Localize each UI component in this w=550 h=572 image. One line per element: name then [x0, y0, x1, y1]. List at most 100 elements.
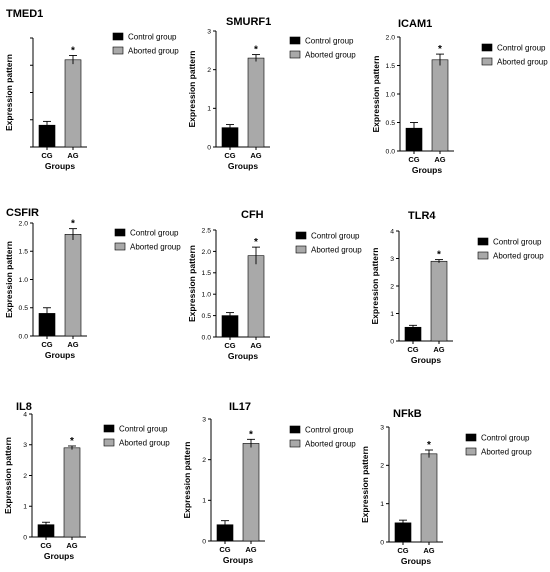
y-tick-label: 1.5 — [19, 249, 29, 256]
legend-swatch — [103, 438, 115, 447]
y-tick-label: 0 — [202, 538, 206, 545]
y-tick-label: 2.0 — [202, 249, 212, 256]
y-tick-label: 1.0 — [19, 277, 29, 284]
y-tick-label: 2.5 — [202, 227, 212, 234]
legend-swatch — [465, 433, 477, 442]
legend-swatch — [112, 32, 124, 41]
legend-label: Control group — [128, 33, 177, 42]
chart-panel: ICAM1 0.0 0.5 1.0 1.5 2.0 Expression pattern CG… — [371, 18, 548, 175]
y-tick-label: 1 — [390, 311, 394, 318]
category-label: CG — [397, 546, 408, 555]
legend-label: Control group — [305, 37, 354, 46]
bar — [64, 59, 82, 148]
y-tick-label: 2 — [202, 457, 206, 464]
chart-title: IL8 — [16, 401, 32, 413]
significance-marker: * — [427, 440, 431, 451]
category-label: CG — [407, 345, 418, 354]
category-label: AG — [245, 545, 256, 554]
significance-marker: * — [438, 44, 442, 55]
legend-swatch — [481, 57, 493, 66]
legend-swatch — [481, 43, 493, 52]
y-tick-label: 0 — [23, 534, 27, 541]
legend-swatch — [289, 439, 301, 448]
bar — [63, 447, 81, 538]
chart-title: CSFIR — [6, 207, 39, 219]
legend-swatch — [112, 46, 124, 55]
y-tick-label: 1 — [380, 501, 384, 508]
legend-label: Aborted group — [497, 58, 548, 67]
category-label: AG — [66, 541, 77, 550]
legend-swatch — [465, 447, 477, 456]
significance-marker: * — [254, 45, 258, 56]
x-axis-label: Groups — [228, 161, 258, 171]
y-tick-label: 2.0 — [19, 220, 29, 227]
chart-title: TLR4 — [408, 210, 436, 222]
y-tick-label: 2 — [207, 67, 211, 74]
legend-swatch — [295, 231, 307, 240]
significance-marker: * — [437, 250, 441, 261]
y-axis-label: Expression pattern — [4, 241, 14, 318]
category-label: AG — [423, 546, 434, 555]
y-tick-label: 0.0 — [386, 148, 396, 155]
category-label: AG — [250, 341, 261, 350]
bar — [431, 59, 449, 152]
legend-label: Aborted group — [130, 243, 181, 252]
y-tick-label: 2 — [23, 473, 27, 480]
x-axis-label: Groups — [412, 165, 442, 175]
x-axis-label: Groups — [411, 355, 441, 365]
legend-label: Control group — [481, 434, 530, 443]
y-tick-label: 3 — [23, 442, 27, 449]
y-tick-label: 1 — [23, 504, 27, 511]
chart-title: IL17 — [229, 401, 251, 413]
y-tick-label: 4 — [23, 411, 27, 418]
x-axis-label: Groups — [223, 555, 253, 565]
legend-label: Aborted group — [128, 47, 179, 56]
x-axis-label: Groups — [45, 161, 75, 171]
significance-marker: * — [71, 45, 75, 56]
y-axis-label: Expression pattern — [360, 446, 370, 523]
x-axis-label: Groups — [228, 351, 258, 361]
y-tick-label: 3 — [380, 424, 384, 431]
category-label: CG — [224, 341, 235, 350]
y-tick-label: 4 — [390, 228, 394, 235]
y-axis-label: Expression pattern — [182, 442, 192, 519]
chart-title: TMED1 — [6, 8, 43, 20]
legend-swatch — [114, 228, 126, 237]
legend-label: Aborted group — [119, 439, 170, 448]
legend-label: Control group — [130, 229, 179, 238]
y-axis-label: Expression pattern — [187, 51, 197, 128]
bar — [404, 326, 422, 342]
category-label: CG — [41, 340, 52, 349]
significance-marker: * — [249, 429, 253, 440]
legend-label: Control group — [497, 44, 546, 53]
legend-swatch — [477, 237, 489, 246]
y-tick-label: 2 — [380, 463, 384, 470]
y-tick-label: 3 — [202, 416, 206, 423]
category-label: AG — [250, 151, 261, 160]
category-label: AG — [67, 151, 78, 160]
legend-swatch — [289, 425, 301, 434]
category-label: CG — [219, 545, 230, 554]
legend-swatch — [477, 251, 489, 260]
category-label: AG — [67, 340, 78, 349]
legend-swatch — [289, 50, 301, 59]
x-axis-label: Groups — [44, 551, 74, 561]
chart-title: NFkB — [393, 408, 422, 420]
legend-label: Control group — [119, 425, 168, 434]
y-tick-label: 2 — [390, 283, 394, 290]
legend-label: Aborted group — [493, 252, 544, 261]
y-tick-label: 0.5 — [202, 313, 212, 320]
category-label: AG — [434, 155, 445, 164]
legend-label: Aborted group — [305, 51, 356, 60]
y-tick-label: 3 — [390, 256, 394, 263]
y-tick-label: 0.0 — [202, 334, 212, 341]
significance-marker: * — [71, 219, 75, 230]
bar — [420, 453, 438, 543]
chart-title: ICAM1 — [398, 18, 432, 30]
y-tick-label: 0 — [390, 338, 394, 345]
category-label: AG — [433, 345, 444, 354]
